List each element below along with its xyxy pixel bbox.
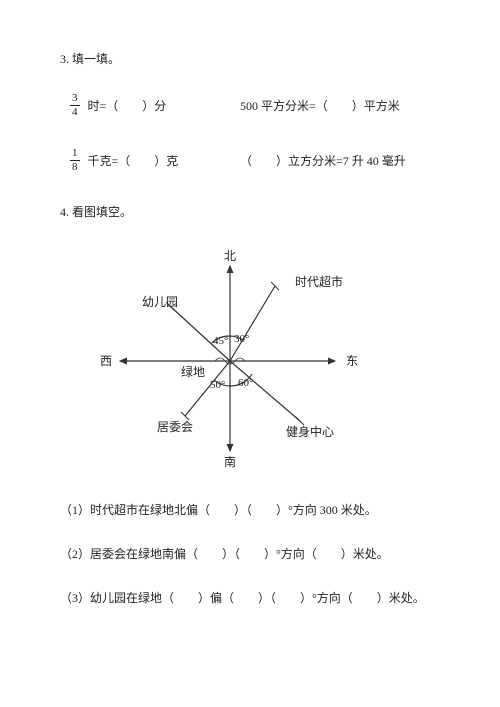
label-west: 西 xyxy=(100,354,112,368)
angle-se: 60° xyxy=(238,377,253,389)
q3-row1-right: 500 平方分米= （ ） 平方米 xyxy=(240,97,400,115)
label-gym: 健身中心 xyxy=(286,424,334,439)
blank: （ ） xyxy=(106,97,154,115)
label-committee: 居委会 xyxy=(157,420,193,434)
unit-prefix: 时= xyxy=(88,97,107,115)
text-before: 500 平方分米= xyxy=(240,97,316,115)
compass-diagram: 北 南 东 西 绿地 幼儿园 时代超市 居委会 健身中心 45° 30° 50°… xyxy=(100,246,360,481)
label-east: 东 xyxy=(346,354,358,368)
text-before: （ ） xyxy=(240,152,288,170)
label-greenland: 绿地 xyxy=(181,364,205,379)
q4-line-2: （2）居委会在绿地南偏（ ）（ ）°方向（ ）米处。 xyxy=(60,545,450,563)
frac-num: 1 xyxy=(70,148,80,161)
q3-row2-left: 1 8 千克= （ ） 克 xyxy=(70,148,240,173)
fraction-1-8: 1 8 xyxy=(70,148,80,173)
frac-den: 8 xyxy=(72,161,78,173)
frac-num: 3 xyxy=(70,93,80,106)
q4-line-3: （3）幼儿园在绿地（ ）偏（ ）（ ）°方向（ ）米处。 xyxy=(60,589,450,607)
q3-row-2: 1 8 千克= （ ） 克 （ ） 立方分米=7 升 40 毫升 xyxy=(70,148,450,173)
angle-ne: 30° xyxy=(234,333,249,345)
angle-nw: 45° xyxy=(213,335,228,347)
text-after: 平方米 xyxy=(364,97,400,115)
label-kindergarten: 幼儿园 xyxy=(142,295,178,309)
q4-title: 4. 看图填空。 xyxy=(60,203,450,221)
q3-row1-left: 3 4 时= （ ） 分 xyxy=(70,93,240,118)
label-north: 北 xyxy=(224,249,236,263)
fraction-3-4: 3 4 xyxy=(70,93,80,118)
q3-row2-right: （ ） 立方分米=7 升 40 毫升 xyxy=(240,152,406,170)
unit-suffix: 克 xyxy=(166,152,178,170)
label-supermarket: 时代超市 xyxy=(295,274,343,289)
q3-rows: 3 4 时= （ ） 分 500 平方分米= （ ） 平方米 1 8 千克= （… xyxy=(70,93,450,173)
frac-den: 4 xyxy=(72,106,78,118)
q4-line-1: （1）时代超市在绿地北偏（ ）（ ）°方向 300 米处。 xyxy=(60,501,450,519)
angle-sw: 50° xyxy=(210,379,225,391)
blank: （ ） xyxy=(316,97,364,115)
label-south: 南 xyxy=(224,454,236,469)
text-after: 立方分米=7 升 40 毫升 xyxy=(288,152,406,170)
q3-row-1: 3 4 时= （ ） 分 500 平方分米= （ ） 平方米 xyxy=(70,93,450,118)
unit-suffix: 分 xyxy=(154,97,166,115)
blank: （ ） xyxy=(118,152,166,170)
unit-prefix: 千克= xyxy=(88,152,119,170)
q3-title: 3. 填一填。 xyxy=(60,50,450,68)
q4-questions: （1）时代超市在绿地北偏（ ）（ ）°方向 300 米处。 （2）居委会在绿地南… xyxy=(60,501,450,607)
